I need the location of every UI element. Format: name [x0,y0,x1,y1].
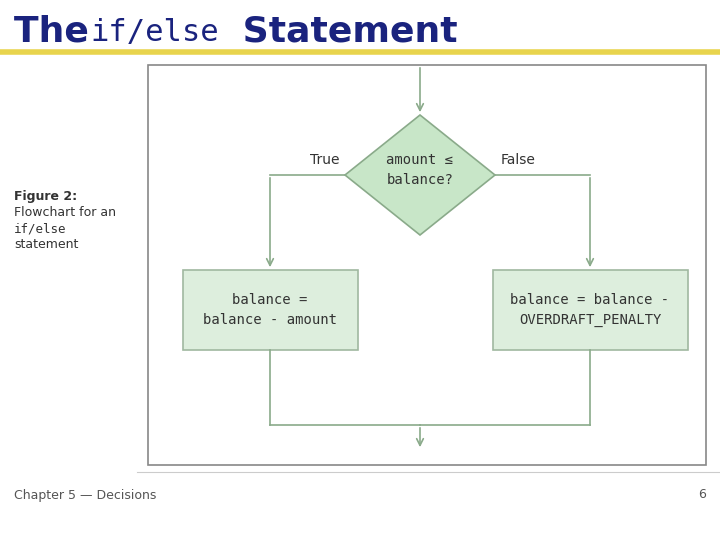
Text: Flowchart for an: Flowchart for an [14,206,116,219]
Text: statement: statement [14,238,78,251]
Text: if/else: if/else [90,17,219,46]
Text: Figure 2:: Figure 2: [14,190,77,203]
Text: Chapter 5 — Decisions: Chapter 5 — Decisions [14,489,156,502]
Text: The: The [14,15,102,49]
Text: balance =
balance - amount: balance = balance - amount [203,293,337,327]
Text: Statement: Statement [230,15,458,49]
Text: if/else: if/else [14,222,66,235]
Bar [492,270,688,350]
Text: 6: 6 [698,489,706,502]
Bar [182,270,358,350]
Text: amount ≤
balance?: amount ≤ balance? [387,153,454,187]
Text: True: True [310,153,339,167]
Polygon shape [345,115,495,235]
Bar [148,65,706,465]
Text: balance = balance -
OVERDRAFT_PENALTY: balance = balance - OVERDRAFT_PENALTY [510,293,670,327]
Text: False: False [501,153,536,167]
